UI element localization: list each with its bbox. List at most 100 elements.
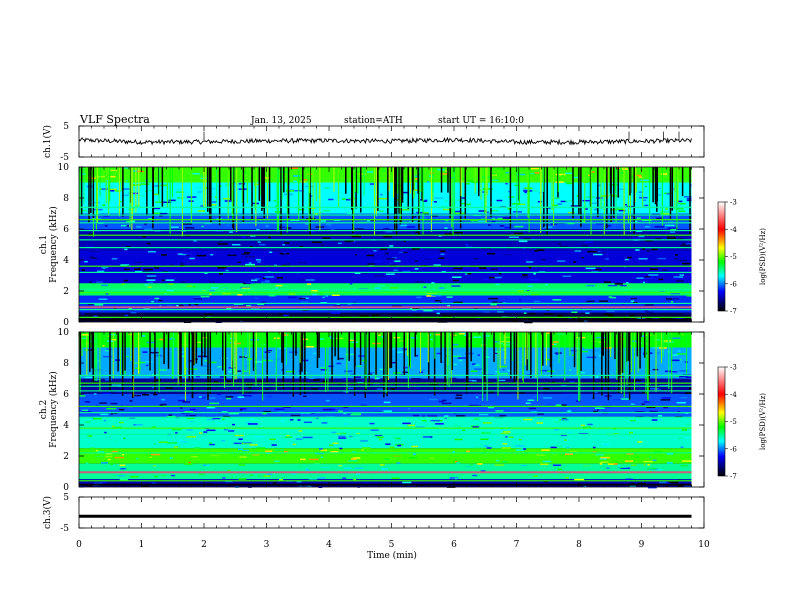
x-tick-label: 10 — [698, 540, 710, 550]
psd-speckle — [245, 263, 255, 266]
sferic-streak — [205, 167, 207, 209]
psd-speckle — [543, 397, 552, 399]
psd-speckle — [273, 358, 283, 360]
psd-speckle — [86, 245, 93, 248]
psd-speckle — [111, 338, 117, 341]
sferic-streak — [90, 167, 92, 214]
psd-speckle — [147, 286, 152, 288]
psd-speckle — [607, 314, 614, 317]
sferic-streak — [255, 167, 257, 227]
psd-speckle — [400, 349, 405, 351]
psd-speckle — [80, 334, 89, 336]
psd-speckle — [453, 363, 457, 366]
psd-speckle — [239, 455, 247, 458]
psd-speckle — [177, 237, 184, 240]
transmitter-line — [79, 229, 692, 232]
psd-speckle — [213, 221, 218, 223]
psd-speckle — [560, 200, 567, 203]
sferic-streak — [368, 332, 371, 386]
psd-speckle — [430, 419, 441, 422]
psd-speckle — [667, 235, 675, 237]
sferic-streak — [407, 167, 409, 209]
psd-speckle — [245, 256, 255, 258]
sferic-streak — [230, 167, 232, 201]
psd-speckle — [112, 426, 122, 429]
psd-speckle — [247, 423, 258, 425]
y-tick-label: 6 — [63, 225, 69, 235]
psd-speckle — [527, 285, 533, 288]
psd-speckle — [360, 404, 367, 407]
psd-speckle — [96, 266, 101, 269]
psd-speckle — [545, 207, 551, 209]
psd-speckle — [123, 279, 129, 282]
psd-speckle — [630, 300, 635, 302]
psd-speckle — [520, 276, 529, 278]
psd-speckle — [131, 170, 139, 172]
psd-speckle — [180, 407, 183, 409]
sferic-streak — [395, 332, 398, 389]
sferic-streak — [117, 332, 119, 372]
psd-speckle — [472, 474, 478, 477]
psd-speckle — [533, 475, 538, 477]
sferic-streak — [345, 167, 347, 194]
psd-speckle — [646, 250, 651, 252]
psd-speckle — [496, 311, 504, 313]
sferic-streak — [676, 167, 678, 230]
sferic-streak — [108, 167, 110, 216]
psd-speckle — [184, 463, 193, 465]
psd-speckle — [461, 180, 468, 183]
psd-speckle — [136, 225, 142, 228]
psd-speckle — [225, 480, 233, 483]
psd-speckle — [480, 470, 486, 472]
sferic-streak — [152, 167, 154, 219]
psd-speckle — [229, 216, 232, 218]
psd-speckle — [129, 220, 136, 223]
psd-speckle — [331, 239, 337, 242]
psd-speckle — [249, 203, 260, 206]
psd-speckle — [101, 481, 107, 483]
psd-speckle — [646, 406, 656, 409]
psd-speckle — [152, 212, 162, 215]
sferic-streak — [258, 167, 261, 201]
no-data-region — [691, 332, 704, 487]
psd-speckle — [285, 436, 293, 438]
psd-speckle — [292, 443, 297, 446]
psd-speckle — [348, 435, 353, 438]
psd-speckle — [256, 229, 260, 231]
psd-speckle — [618, 188, 626, 190]
psd-speckle — [152, 193, 159, 196]
psd-speckle — [186, 414, 189, 417]
psd-speckle — [511, 203, 520, 205]
psd-speckle — [451, 285, 461, 287]
sferic-streak — [167, 332, 170, 369]
sferic-streak — [604, 332, 607, 388]
sferic-streak — [580, 167, 582, 227]
psd-speckle — [243, 390, 252, 393]
sferic-streak — [446, 332, 448, 385]
psd-speckle — [125, 179, 129, 182]
psd-speckle — [505, 436, 508, 438]
psd-speckle — [94, 379, 101, 381]
sferic-streak — [414, 167, 416, 196]
psd-speckle — [668, 481, 679, 484]
transmitter-line — [79, 316, 692, 318]
psd-speckle — [664, 370, 672, 373]
psd-speckle — [408, 457, 418, 459]
psd-speckle — [494, 276, 502, 279]
psd-speckle — [461, 197, 466, 199]
psd-speckle — [167, 415, 176, 418]
psd-speckle — [175, 191, 184, 193]
psd-speckle — [537, 413, 544, 415]
psd-speckle — [324, 187, 330, 189]
psd-speckle — [360, 264, 364, 266]
psd-speckle — [376, 388, 385, 390]
psd-speckle — [536, 417, 544, 420]
psd-speckle — [339, 315, 343, 317]
sferic-streak — [363, 167, 365, 197]
psd-speckle — [508, 236, 519, 238]
psd-speckle — [114, 190, 121, 192]
psd-speckle — [146, 191, 152, 193]
sferic-streak — [528, 332, 530, 370]
psd-speckle — [110, 402, 118, 405]
psd-speckle — [680, 396, 688, 399]
